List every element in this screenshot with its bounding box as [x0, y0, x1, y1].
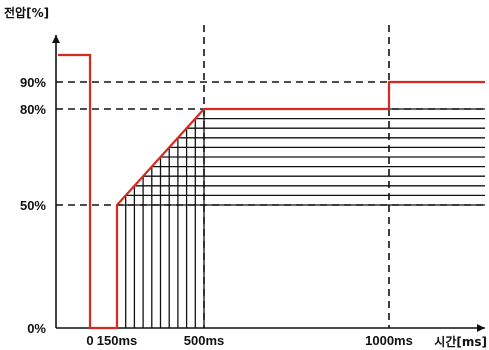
x-axis-arrow	[477, 324, 485, 332]
x-tick-label: 150ms	[97, 333, 137, 348]
y-axis-title: 전압[%]	[4, 5, 49, 20]
y-axis-arrow	[52, 35, 60, 43]
x-tick-label: 1000ms	[365, 333, 413, 348]
step-lines	[116, 108, 485, 328]
axes	[52, 35, 485, 332]
y-tick-label: 90%	[20, 75, 46, 90]
y-tick-label: 80%	[20, 102, 46, 117]
series-line-0	[58, 53, 485, 330]
y-tick-label: 50%	[20, 198, 46, 213]
x-tick-label: 0	[86, 333, 93, 348]
x-axis-title: 시간[ms]	[434, 334, 487, 349]
tick-labels: 0% 50% 80% 90% 0 150ms 500ms 1000ms	[20, 75, 413, 348]
x-tick-label: 500ms	[184, 333, 224, 348]
y-tick-label: 0%	[27, 321, 46, 336]
voltage-series	[58, 53, 485, 330]
